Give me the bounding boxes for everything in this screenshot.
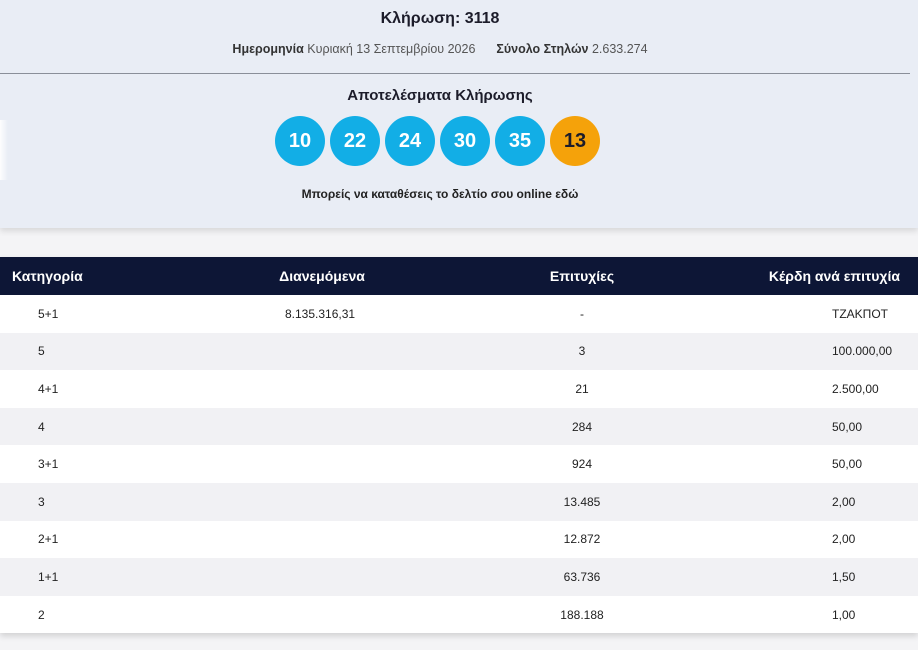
header-category: Κατηγορία bbox=[12, 268, 83, 284]
winners-cell: - bbox=[580, 306, 584, 321]
number-ball: 30 bbox=[440, 116, 490, 166]
header-winners: Επιτυχίες bbox=[549, 268, 615, 284]
joker-ball: 13 bbox=[550, 116, 600, 166]
winning-numbers: 10 22 24 30 35 13 bbox=[275, 116, 600, 166]
distributed-cell bbox=[142, 445, 502, 483]
header-distributed: Διανεμόμενα bbox=[279, 268, 365, 284]
number-ball: 10 bbox=[275, 116, 325, 166]
category-cell: 1+1 bbox=[38, 569, 59, 584]
category-cell: 5 bbox=[38, 344, 45, 359]
winners-cell: 188.188 bbox=[560, 607, 604, 622]
prize-cell: 2,00 bbox=[832, 532, 856, 547]
prize-cell: 100.000,00 bbox=[832, 344, 893, 359]
decorative-edge bbox=[0, 120, 8, 180]
online-bet-link[interactable]: Μπορείς να καταθέσεις το δελτίο σου onli… bbox=[301, 187, 579, 201]
table-row: 4 284 50,00 bbox=[0, 407, 918, 446]
number-ball: 24 bbox=[385, 116, 435, 166]
prize-cell: 1,00 bbox=[832, 607, 856, 622]
winners-cell: 12.872 bbox=[563, 532, 601, 547]
table-row: 3+1 924 50,00 bbox=[0, 445, 918, 483]
distributed-cell bbox=[142, 333, 502, 371]
prize-cell: 50,00 bbox=[832, 457, 863, 472]
distributed-cell bbox=[142, 521, 502, 559]
category-cell: 2+1 bbox=[38, 532, 59, 547]
category-cell: 3+1 bbox=[38, 457, 59, 472]
table-row: 5 3 100.000,00 bbox=[0, 332, 918, 371]
table-row: 5+1 8.135.316,31 - ΤΖΑΚΠΟΤ bbox=[0, 295, 918, 333]
prize-cell: 2.500,00 bbox=[832, 381, 879, 396]
table-header-row: Κατηγορία Διανεμόμενα Επιτυχίες Κέρδη αν… bbox=[0, 257, 918, 295]
table-row: 2 188.188 1,00 bbox=[0, 595, 918, 634]
number-ball: 35 bbox=[495, 116, 545, 166]
prize-cell: 50,00 bbox=[832, 419, 863, 434]
draw-summary-panel: Κλήρωση: 3118 Ημερομηνία Κυριακή 13 Σεπτ… bbox=[0, 0, 918, 228]
table-row: 2+1 12.872 2,00 bbox=[0, 520, 918, 559]
results-title: Αποτελέσματα Κλήρωσης bbox=[347, 87, 533, 104]
distributed-cell bbox=[142, 483, 502, 521]
table-row: 4+1 21 2.500,00 bbox=[0, 370, 918, 408]
category-cell: 4 bbox=[38, 419, 45, 434]
table-row: 3 13.485 2,00 bbox=[0, 482, 918, 521]
total-columns-label: Σύνολο Στηλών bbox=[496, 42, 589, 56]
prize-cell: ΤΖΑΚΠΟΤ bbox=[832, 306, 888, 321]
date-label: Ημερομηνία bbox=[232, 42, 304, 56]
distributed-cell bbox=[142, 558, 502, 596]
distributed-cell bbox=[142, 596, 502, 634]
distributed-cell bbox=[142, 370, 502, 408]
category-cell: 3 bbox=[38, 494, 45, 509]
winners-cell: 13.485 bbox=[563, 494, 601, 509]
category-cell: 5+1 bbox=[38, 306, 59, 321]
number-ball: 22 bbox=[330, 116, 380, 166]
winners-cell: 3 bbox=[578, 344, 586, 359]
winners-cell: 21 bbox=[575, 381, 589, 396]
total-columns-value: 2.633.274 bbox=[591, 42, 648, 56]
draw-meta: Ημερομηνία Κυριακή 13 Σεπτεμβρίου 2026 Σ… bbox=[0, 42, 880, 56]
date-value: Κυριακή 13 Σεπτεμβρίου 2026 bbox=[307, 42, 476, 56]
winners-cell: 284 bbox=[571, 419, 593, 434]
divider bbox=[0, 73, 910, 74]
prize-cell: 1,50 bbox=[832, 569, 856, 584]
draw-title: Κλήρωση: 3118 bbox=[380, 10, 500, 27]
header-prize-per-winner: Κέρδη ανά επιτυχία bbox=[768, 268, 900, 284]
distributed-cell: 8.135.316,31 bbox=[285, 306, 356, 321]
winners-cell: 63.736 bbox=[563, 569, 601, 584]
prize-table: Κατηγορία Διανεμόμενα Επιτυχίες Κέρδη αν… bbox=[0, 257, 918, 634]
winners-cell: 924 bbox=[571, 457, 593, 472]
category-cell: 4+1 bbox=[38, 381, 59, 396]
distributed-cell bbox=[142, 408, 502, 446]
category-cell: 2 bbox=[38, 607, 45, 622]
prize-cell: 2,00 bbox=[832, 494, 856, 509]
table-row: 1+1 63.736 1,50 bbox=[0, 558, 918, 596]
